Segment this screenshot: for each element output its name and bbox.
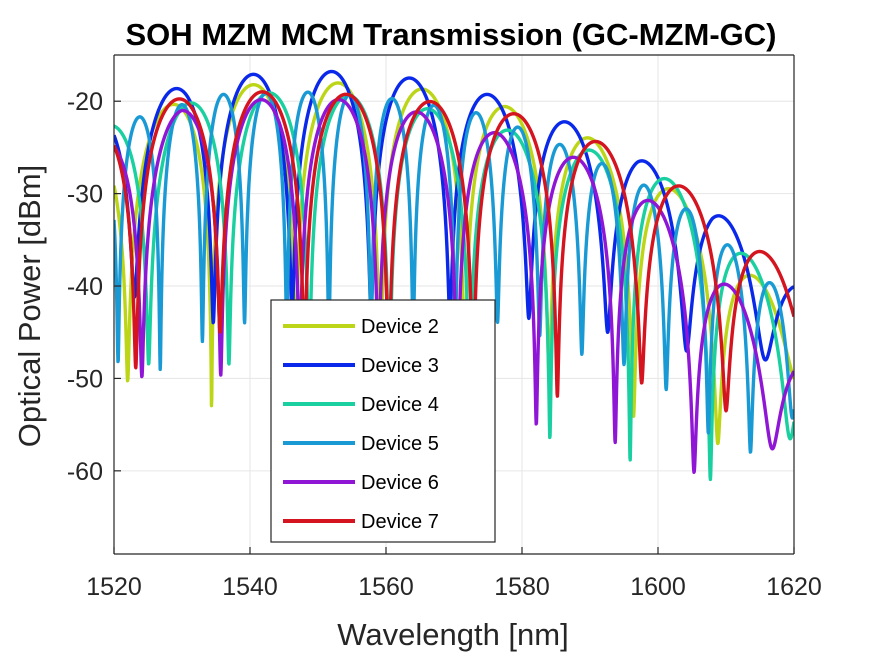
x-tick-label: 1600 [630,573,686,601]
chart-title: SOH MZM MCM Transmission (GC-MZM-GC) [126,17,777,52]
legend-entry-label: Device 3 [361,355,439,377]
y-tick-label: -40 [67,273,103,301]
series-line [114,91,794,482]
legend-entry-label: Device 5 [361,433,439,455]
x-tick-label: 1540 [222,573,278,601]
x-axis-label: Wavelength [nm] [337,617,568,652]
y-axis-ticks: -60 -50 -40 -30 -20 [67,88,121,486]
legend: Device 2 Device 3 Device 4 Device 5 Device 6… [270,299,496,543]
legend-entry-label: Device 6 [361,472,439,494]
y-axis-label: Optical Power [dBm] [12,165,47,448]
series-line [114,90,794,413]
y-tick-label: -20 [67,88,103,116]
x-tick-label: 1620 [766,573,822,601]
x-axis-ticks: 1520 1540 1560 1580 1600 1620 [86,547,822,601]
legend-box [270,299,496,543]
legend-entry-label: Device 4 [361,394,439,416]
x-tick-label: 1580 [494,573,550,601]
legend-entry-label: Device 7 [361,511,439,533]
series-layer [114,69,794,482]
y-tick-label: -30 [67,181,103,209]
legend-entry-label: Device 2 [361,316,439,338]
y-tick-label: -50 [67,365,103,393]
x-tick-label: 1520 [86,573,142,601]
y-tick-label: -60 [67,458,103,486]
x-tick-label: 1560 [358,573,414,601]
